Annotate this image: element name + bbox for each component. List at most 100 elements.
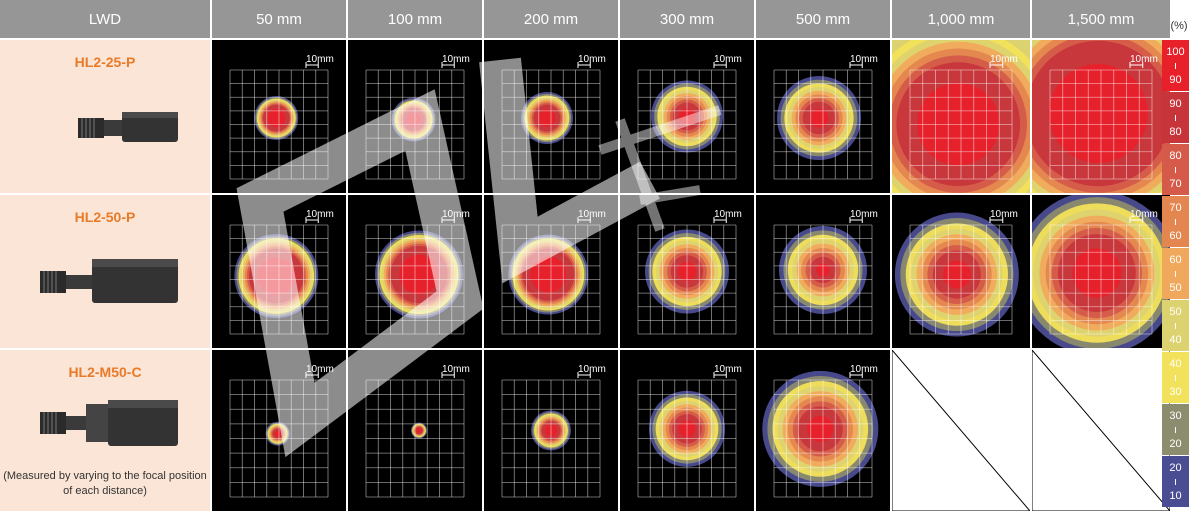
scale-label: 10mm xyxy=(578,364,606,375)
scale-bar xyxy=(849,217,863,223)
beam-spot: 10mm xyxy=(620,350,754,511)
header-distance: 200 mm xyxy=(484,0,618,38)
scale-label: 10mm xyxy=(850,54,878,65)
intensity-ring xyxy=(1072,248,1122,298)
scale-label: 10mm xyxy=(306,54,334,65)
beam-spot: 10mm xyxy=(1032,40,1170,193)
scale-label: 10mm xyxy=(578,209,606,220)
intensity-ring xyxy=(274,430,281,437)
scale-bar xyxy=(577,372,591,378)
model-cell-hl2-50-p: HL2-50-P xyxy=(0,195,210,348)
beam-spot: 10mm xyxy=(892,40,1030,193)
header-distance: 100 mm xyxy=(348,0,482,38)
legend-value: 60 xyxy=(1169,253,1182,266)
not-available-cell xyxy=(1032,350,1170,511)
legend-value: 100 xyxy=(1166,45,1185,58)
legend-value: 20 xyxy=(1169,437,1182,450)
legend-band: 100 ı 90 xyxy=(1162,40,1189,91)
beam-spot: 10mm xyxy=(212,350,346,511)
legend-value: 30 xyxy=(1169,385,1182,398)
scale-bar xyxy=(305,62,319,68)
diagonal-line xyxy=(1032,350,1170,511)
beam-spot: 10mm xyxy=(212,195,346,348)
beam-spot: 10mm xyxy=(484,195,618,348)
legend-value: 70 xyxy=(1169,201,1182,214)
scale-label: 10mm xyxy=(442,54,470,65)
scale-label: 10mm xyxy=(442,364,470,375)
legend-band: 20 ı 10 xyxy=(1162,456,1189,507)
beam-spot: 10mm xyxy=(212,40,346,193)
legend-value: 40 xyxy=(1169,333,1182,346)
header-distance: 300 mm xyxy=(620,0,754,38)
beam-spot: 10mm xyxy=(756,40,890,193)
scale-label: 10mm xyxy=(1130,54,1158,65)
beam-spot: 10mm xyxy=(756,350,890,511)
legend-band: 40 ı 30 xyxy=(1162,352,1189,403)
legend-value: 30 xyxy=(1169,409,1182,422)
beam-spot: 10mm xyxy=(348,40,482,193)
intensity-ring xyxy=(807,415,834,442)
beam-spot: 10mm xyxy=(620,40,754,193)
scale-bar xyxy=(1129,217,1144,223)
legend-separator: ı xyxy=(1173,59,1178,72)
beam-spot-table: LWD 50 mm 100 mm 200 mm 300 mm 500 mm 1,… xyxy=(0,0,1170,511)
legend-unit: (%) xyxy=(1170,20,1188,32)
model-name: HL2-25-P xyxy=(74,54,136,70)
legend-value: 40 xyxy=(1169,357,1182,370)
beam-spot: 10mm xyxy=(620,195,754,348)
scale-label: 10mm xyxy=(306,209,334,220)
scale-bar xyxy=(849,62,863,68)
legend-value: 60 xyxy=(1169,229,1182,242)
beam-spot: 10mm xyxy=(756,195,890,348)
legend-value: 50 xyxy=(1169,305,1182,318)
beam-spot: 10mm xyxy=(892,195,1030,348)
scale-label: 10mm xyxy=(714,54,742,65)
beam-spot: 10mm xyxy=(348,350,482,511)
intensity-ring xyxy=(1048,63,1148,163)
scale-label: 10mm xyxy=(850,209,878,220)
not-available-cell xyxy=(892,350,1030,511)
intensity-ring xyxy=(257,257,296,295)
legend-separator: ı xyxy=(1173,111,1178,124)
legend-value: 80 xyxy=(1169,149,1182,162)
legend-value: 10 xyxy=(1169,489,1182,502)
header-distance: 50 mm xyxy=(212,0,346,38)
header-distance: 1,500 mm xyxy=(1032,0,1170,38)
scale-label: 10mm xyxy=(578,54,606,65)
scale-label: 10mm xyxy=(990,54,1018,65)
intensity-ring xyxy=(942,260,971,289)
legend-band: 70 ı 60 xyxy=(1162,196,1189,247)
legend-separator: ı xyxy=(1173,267,1178,280)
legend-value: 20 xyxy=(1169,461,1182,474)
legend-band: 50 ı 40 xyxy=(1162,300,1189,351)
scale-bar xyxy=(989,62,1004,68)
header-distance: 500 mm xyxy=(756,0,890,38)
beam-spot: 10mm xyxy=(1032,195,1170,348)
model-name: HL2-M50-C xyxy=(68,364,142,380)
beam-spot: 10mm xyxy=(348,195,482,348)
scale-bar xyxy=(713,62,727,68)
scale-bar xyxy=(989,217,1004,223)
beam-spot: 10mm xyxy=(484,40,618,193)
scale-bar xyxy=(441,62,455,68)
header-lwd: LWD xyxy=(0,0,210,38)
scale-bar xyxy=(713,372,727,378)
sensor-image xyxy=(78,112,178,142)
model-cell-hl2-m50-c: HL2-M50-C (Measured by varying to the fo… xyxy=(0,350,210,511)
sensor-image xyxy=(40,400,178,446)
model-note: (Measured by varying to the focal positi… xyxy=(3,470,207,497)
sensor-image xyxy=(40,259,178,303)
legend-separator: ı xyxy=(1173,319,1178,332)
scale-label: 10mm xyxy=(442,209,470,220)
scale-bar xyxy=(1129,62,1144,68)
legend-band: 80 ı 70 xyxy=(1162,144,1189,195)
scale-label: 10mm xyxy=(1130,209,1158,220)
intensity-ring xyxy=(416,428,422,433)
legend-value: 90 xyxy=(1169,97,1182,110)
legend-band: 90 ı 80 xyxy=(1162,92,1189,143)
legend-separator: ı xyxy=(1173,475,1178,488)
scale-bar xyxy=(849,372,863,378)
legend-value: 80 xyxy=(1169,125,1182,138)
header-distance: 1,000 mm xyxy=(892,0,1030,38)
scale-bar xyxy=(713,217,727,223)
